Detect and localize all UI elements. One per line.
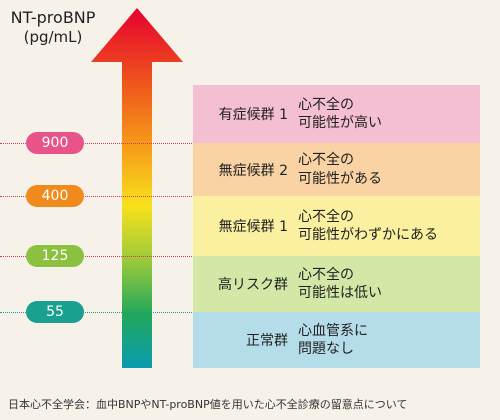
band-desc-line2: 可能性は低い: [298, 285, 382, 301]
threshold-pill-900: 900: [26, 132, 84, 154]
threshold-pill-400: 400: [26, 185, 84, 207]
chart-title: NT-proBNP (pg/mL): [8, 8, 98, 47]
band-description: 心不全の 可能性がある: [298, 151, 382, 187]
band-desc-line1: 心不全の: [298, 96, 354, 113]
band-desc-line1: 心不全の: [298, 152, 354, 169]
band-normal: 正常群 心血管系に 問題なし: [193, 312, 480, 368]
band-desc-line1: 心不全の: [298, 266, 354, 283]
band-desc-line2: 可能性が高い: [298, 115, 382, 131]
threshold-pill-55: 55: [26, 301, 84, 323]
band-desc-line2: 可能性がわずかにある: [298, 227, 438, 243]
band-asymptomatic-1: 無症候群 1 心不全の 可能性がわずかにある: [193, 196, 480, 256]
band-desc-line1: 心血管系に: [298, 322, 368, 339]
band-description: 心血管系に 問題なし: [298, 322, 368, 358]
band-name: 有症候群 1: [218, 107, 288, 123]
title-unit: (pg/mL): [23, 28, 83, 46]
band-desc-line2: 問題なし: [298, 341, 354, 357]
band-desc-line1: 心不全の: [298, 208, 354, 225]
band-name: 高リスク群: [218, 277, 288, 293]
source-footnote: 日本心不全学会：血中BNPやNT-proBNP値を用いた心不全診療の留意点につい…: [8, 398, 408, 411]
threshold-pill-125: 125: [26, 245, 84, 267]
band-description: 心不全の 可能性が高い: [298, 96, 382, 132]
band-symptomatic-1: 有症候群 1 心不全の 可能性が高い: [193, 85, 480, 143]
band-asymptomatic-2: 無症候群 2 心不全の 可能性がある: [193, 143, 480, 196]
band-description: 心不全の 可能性がわずかにある: [298, 208, 438, 244]
band-high-risk: 高リスク群 心不全の 可能性は低い: [193, 256, 480, 312]
band-name: 無症候群 2: [218, 162, 288, 179]
band-name: 正常群: [246, 333, 288, 349]
band-description: 心不全の 可能性は低い: [298, 266, 382, 302]
band-desc-line2: 可能性がある: [298, 170, 382, 187]
title-main: NT-proBNP: [10, 8, 96, 27]
band-name: 無症候群 1: [218, 219, 288, 235]
